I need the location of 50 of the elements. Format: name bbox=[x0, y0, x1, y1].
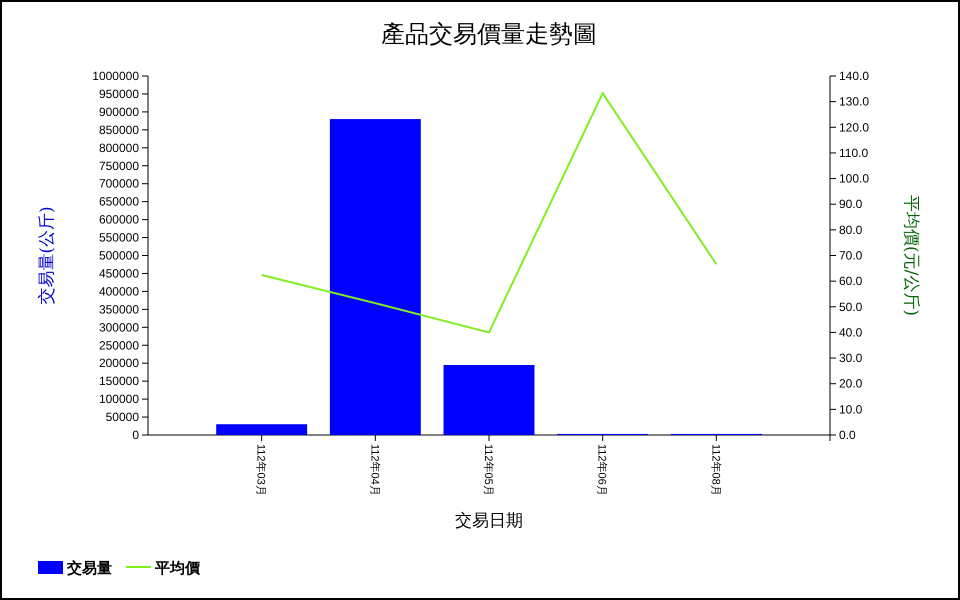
x-axis-title: 交易日期 bbox=[455, 511, 523, 531]
bar bbox=[444, 364, 534, 435]
y-tick-label: 850000 bbox=[98, 122, 140, 137]
bar bbox=[330, 119, 421, 435]
x-tick-label: 112年03月 bbox=[254, 444, 267, 496]
chart-title: 產品交易價量走勢圖 bbox=[381, 20, 597, 48]
y-tick-label: 200000 bbox=[98, 356, 140, 370]
y-tick-label: 1000000 bbox=[92, 69, 140, 83]
y2-tick-label: 0.0 bbox=[839, 428, 856, 442]
y2-tick-label: 10.0 bbox=[839, 402, 863, 416]
y2-tick-label: 20.0 bbox=[839, 376, 863, 391]
y-tick-label: 650000 bbox=[98, 194, 140, 209]
y2-tick-label: 30.0 bbox=[839, 351, 863, 366]
y-tick-label: 950000 bbox=[98, 86, 140, 101]
y-tick-label: 150000 bbox=[98, 374, 140, 388]
y2-tick-label: 130.0 bbox=[839, 94, 870, 109]
y2-tick-label: 100.0 bbox=[839, 172, 870, 186]
y2-tick-label: 70.0 bbox=[839, 248, 863, 262]
y2-tick-label: 80.0 bbox=[839, 222, 863, 237]
y-tick-label: 600000 bbox=[98, 212, 140, 227]
y-tick-label: 400000 bbox=[98, 284, 140, 298]
y2-tick-label: 90.0 bbox=[839, 197, 863, 212]
y2-axis-title: 平均價(元/公斤) bbox=[901, 195, 921, 316]
y-tick-label: 450000 bbox=[98, 266, 140, 280]
y2-tick-label: 50.0 bbox=[839, 300, 863, 314]
y2-tick-label: 110.0 bbox=[839, 146, 868, 160]
x-tick-label: 112年04月 bbox=[368, 444, 380, 496]
y2-tick-label: 60.0 bbox=[839, 274, 863, 288]
y2-tick-label: 120.0 bbox=[839, 120, 870, 134]
y-tick-label: 50000 bbox=[106, 410, 140, 424]
y-tick-label: 700000 bbox=[98, 176, 140, 191]
y-tick-label: 550000 bbox=[98, 230, 140, 245]
y-tick-label: 100000 bbox=[98, 392, 140, 406]
x-tick-label: 112年05月 bbox=[482, 444, 494, 496]
y-tick-label: 0 bbox=[132, 428, 140, 442]
bar bbox=[216, 424, 308, 435]
x-tick-label: 112年06月 bbox=[596, 444, 608, 496]
y-tick-label: 250000 bbox=[98, 338, 140, 352]
y-axis-title: 交易量(公斤) bbox=[37, 206, 57, 305]
y-tick-label: 900000 bbox=[98, 104, 140, 119]
y2-tick-label: 40.0 bbox=[839, 325, 863, 340]
y-tick-label: 750000 bbox=[98, 158, 140, 173]
y2-tick-label: 140.0 bbox=[839, 69, 870, 83]
legend-label: 交易量 bbox=[66, 559, 112, 577]
y-tick-label: 500000 bbox=[98, 248, 140, 262]
y-tick-label: 300000 bbox=[98, 320, 140, 334]
x-tick-label: 112年08月 bbox=[709, 444, 722, 496]
legend-label: 平均價 bbox=[154, 559, 201, 577]
y-tick-label: 800000 bbox=[98, 140, 140, 155]
y-tick-label: 350000 bbox=[98, 302, 140, 316]
